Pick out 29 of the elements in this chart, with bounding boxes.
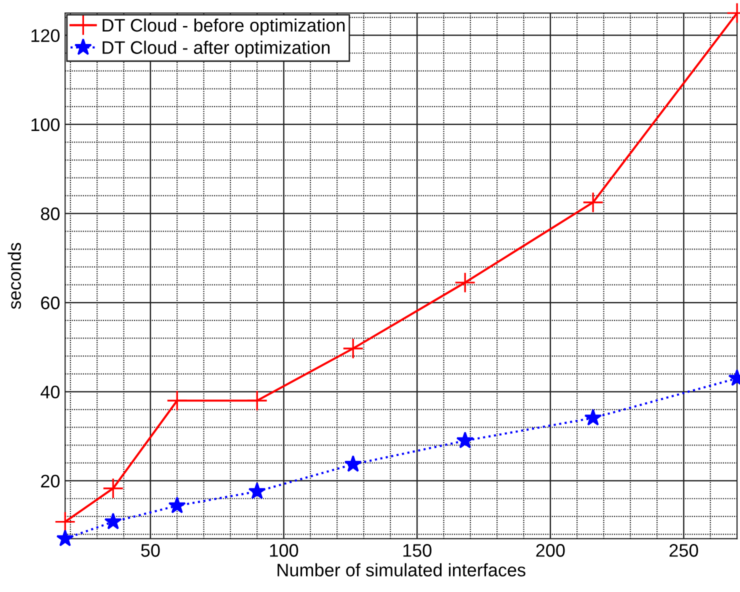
point bbox=[104, 512, 122, 530]
point bbox=[246, 390, 268, 412]
point bbox=[584, 408, 602, 426]
point bbox=[454, 272, 476, 294]
x-tick-label: 150 bbox=[403, 544, 432, 557]
legend-label: DT Cloud - before optimization bbox=[102, 18, 345, 36]
x-axis-title: Number of simulated interfaces bbox=[278, 563, 526, 576]
point bbox=[344, 455, 362, 472]
point bbox=[582, 192, 604, 213]
y-tick-label: 60 bbox=[41, 296, 60, 310]
y-tick-label: 40 bbox=[40, 386, 60, 398]
point bbox=[456, 432, 474, 448]
y-axis-title: seconds bbox=[8, 242, 22, 309]
y-tick-label: 80 bbox=[40, 207, 60, 220]
y-tick-label: 120 bbox=[32, 29, 60, 42]
x-tick-label: 250 bbox=[670, 544, 698, 557]
y-tick-label: 100 bbox=[32, 118, 60, 132]
point bbox=[56, 530, 74, 546]
point bbox=[248, 482, 266, 500]
legend-label: DT Cloud - after optimization bbox=[102, 40, 330, 58]
point bbox=[342, 338, 364, 360]
point bbox=[168, 496, 186, 514]
x-tick-label: 100 bbox=[270, 544, 298, 557]
point bbox=[102, 478, 124, 499]
point bbox=[54, 511, 76, 532]
point bbox=[166, 390, 188, 412]
x-tick-label: 50 bbox=[141, 544, 160, 557]
x-tick-label: 200 bbox=[536, 544, 565, 557]
y-tick-label: 20 bbox=[41, 474, 60, 488]
